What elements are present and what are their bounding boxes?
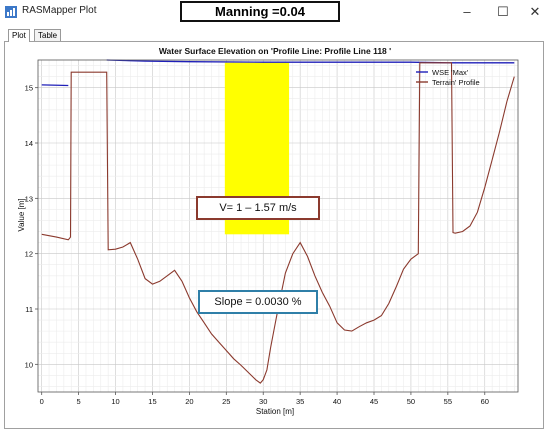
plot-border: [37, 59, 519, 393]
x-tick-label: 10: [111, 397, 119, 406]
window-title: RASMapper Plot: [22, 5, 97, 16]
y-tick-label: 15: [25, 84, 33, 93]
x-tick-label: 5: [77, 397, 81, 406]
x-tick-label: 40: [333, 397, 341, 406]
x-tick-label: 55: [444, 397, 452, 406]
x-tick-label: 0: [40, 397, 44, 406]
close-button[interactable]: ✕: [529, 4, 541, 19]
y-tick-label: 11: [25, 305, 33, 314]
y-tick-label: 10: [25, 360, 33, 369]
slope-annotation: Slope = 0.0030 %: [198, 290, 318, 314]
tab-plot[interactable]: Plot: [8, 29, 30, 42]
x-tick-label: 30: [259, 397, 267, 406]
y-tick-label: 12: [25, 250, 33, 259]
maximize-button[interactable]: ☐: [497, 4, 509, 19]
x-tick-label: 20: [185, 397, 193, 406]
x-tick-label: 50: [407, 397, 415, 406]
legend-entry: WSE 'Max': [432, 68, 469, 77]
wse-line: [106, 59, 515, 64]
axes: 0 5 10 15 20 25 30 35 40 45 50 55 60 10 11 12 13 14 15: [25, 59, 519, 406]
tab-table[interactable]: Table: [34, 29, 62, 42]
x-tick-label: 35: [296, 397, 304, 406]
x-tick-label: 15: [148, 397, 156, 406]
legend-entry: Terrain' Profile: [432, 78, 480, 87]
y-axis-label: Value [m]: [17, 198, 26, 231]
y-tick-label: 14: [25, 139, 33, 148]
chart-title: Water Surface Elevation on 'Profile Line…: [159, 46, 391, 56]
x-tick-label: 60: [481, 397, 489, 406]
rasmapper-app-icon: [5, 6, 17, 18]
x-tick-label: 45: [370, 397, 378, 406]
x-tick-label: 25: [222, 397, 230, 406]
minimize-button[interactable]: –: [463, 4, 471, 19]
wse-line: [41, 84, 69, 87]
manning-label: Manning =0.04: [180, 1, 340, 22]
y-tick-label: 13: [25, 194, 33, 203]
velocity-annotation: V= 1 – 1.57 m/s: [196, 196, 320, 220]
legend: WSE 'Max'Terrain' Profile: [416, 68, 480, 87]
x-axis-label: Station [m]: [256, 407, 294, 416]
